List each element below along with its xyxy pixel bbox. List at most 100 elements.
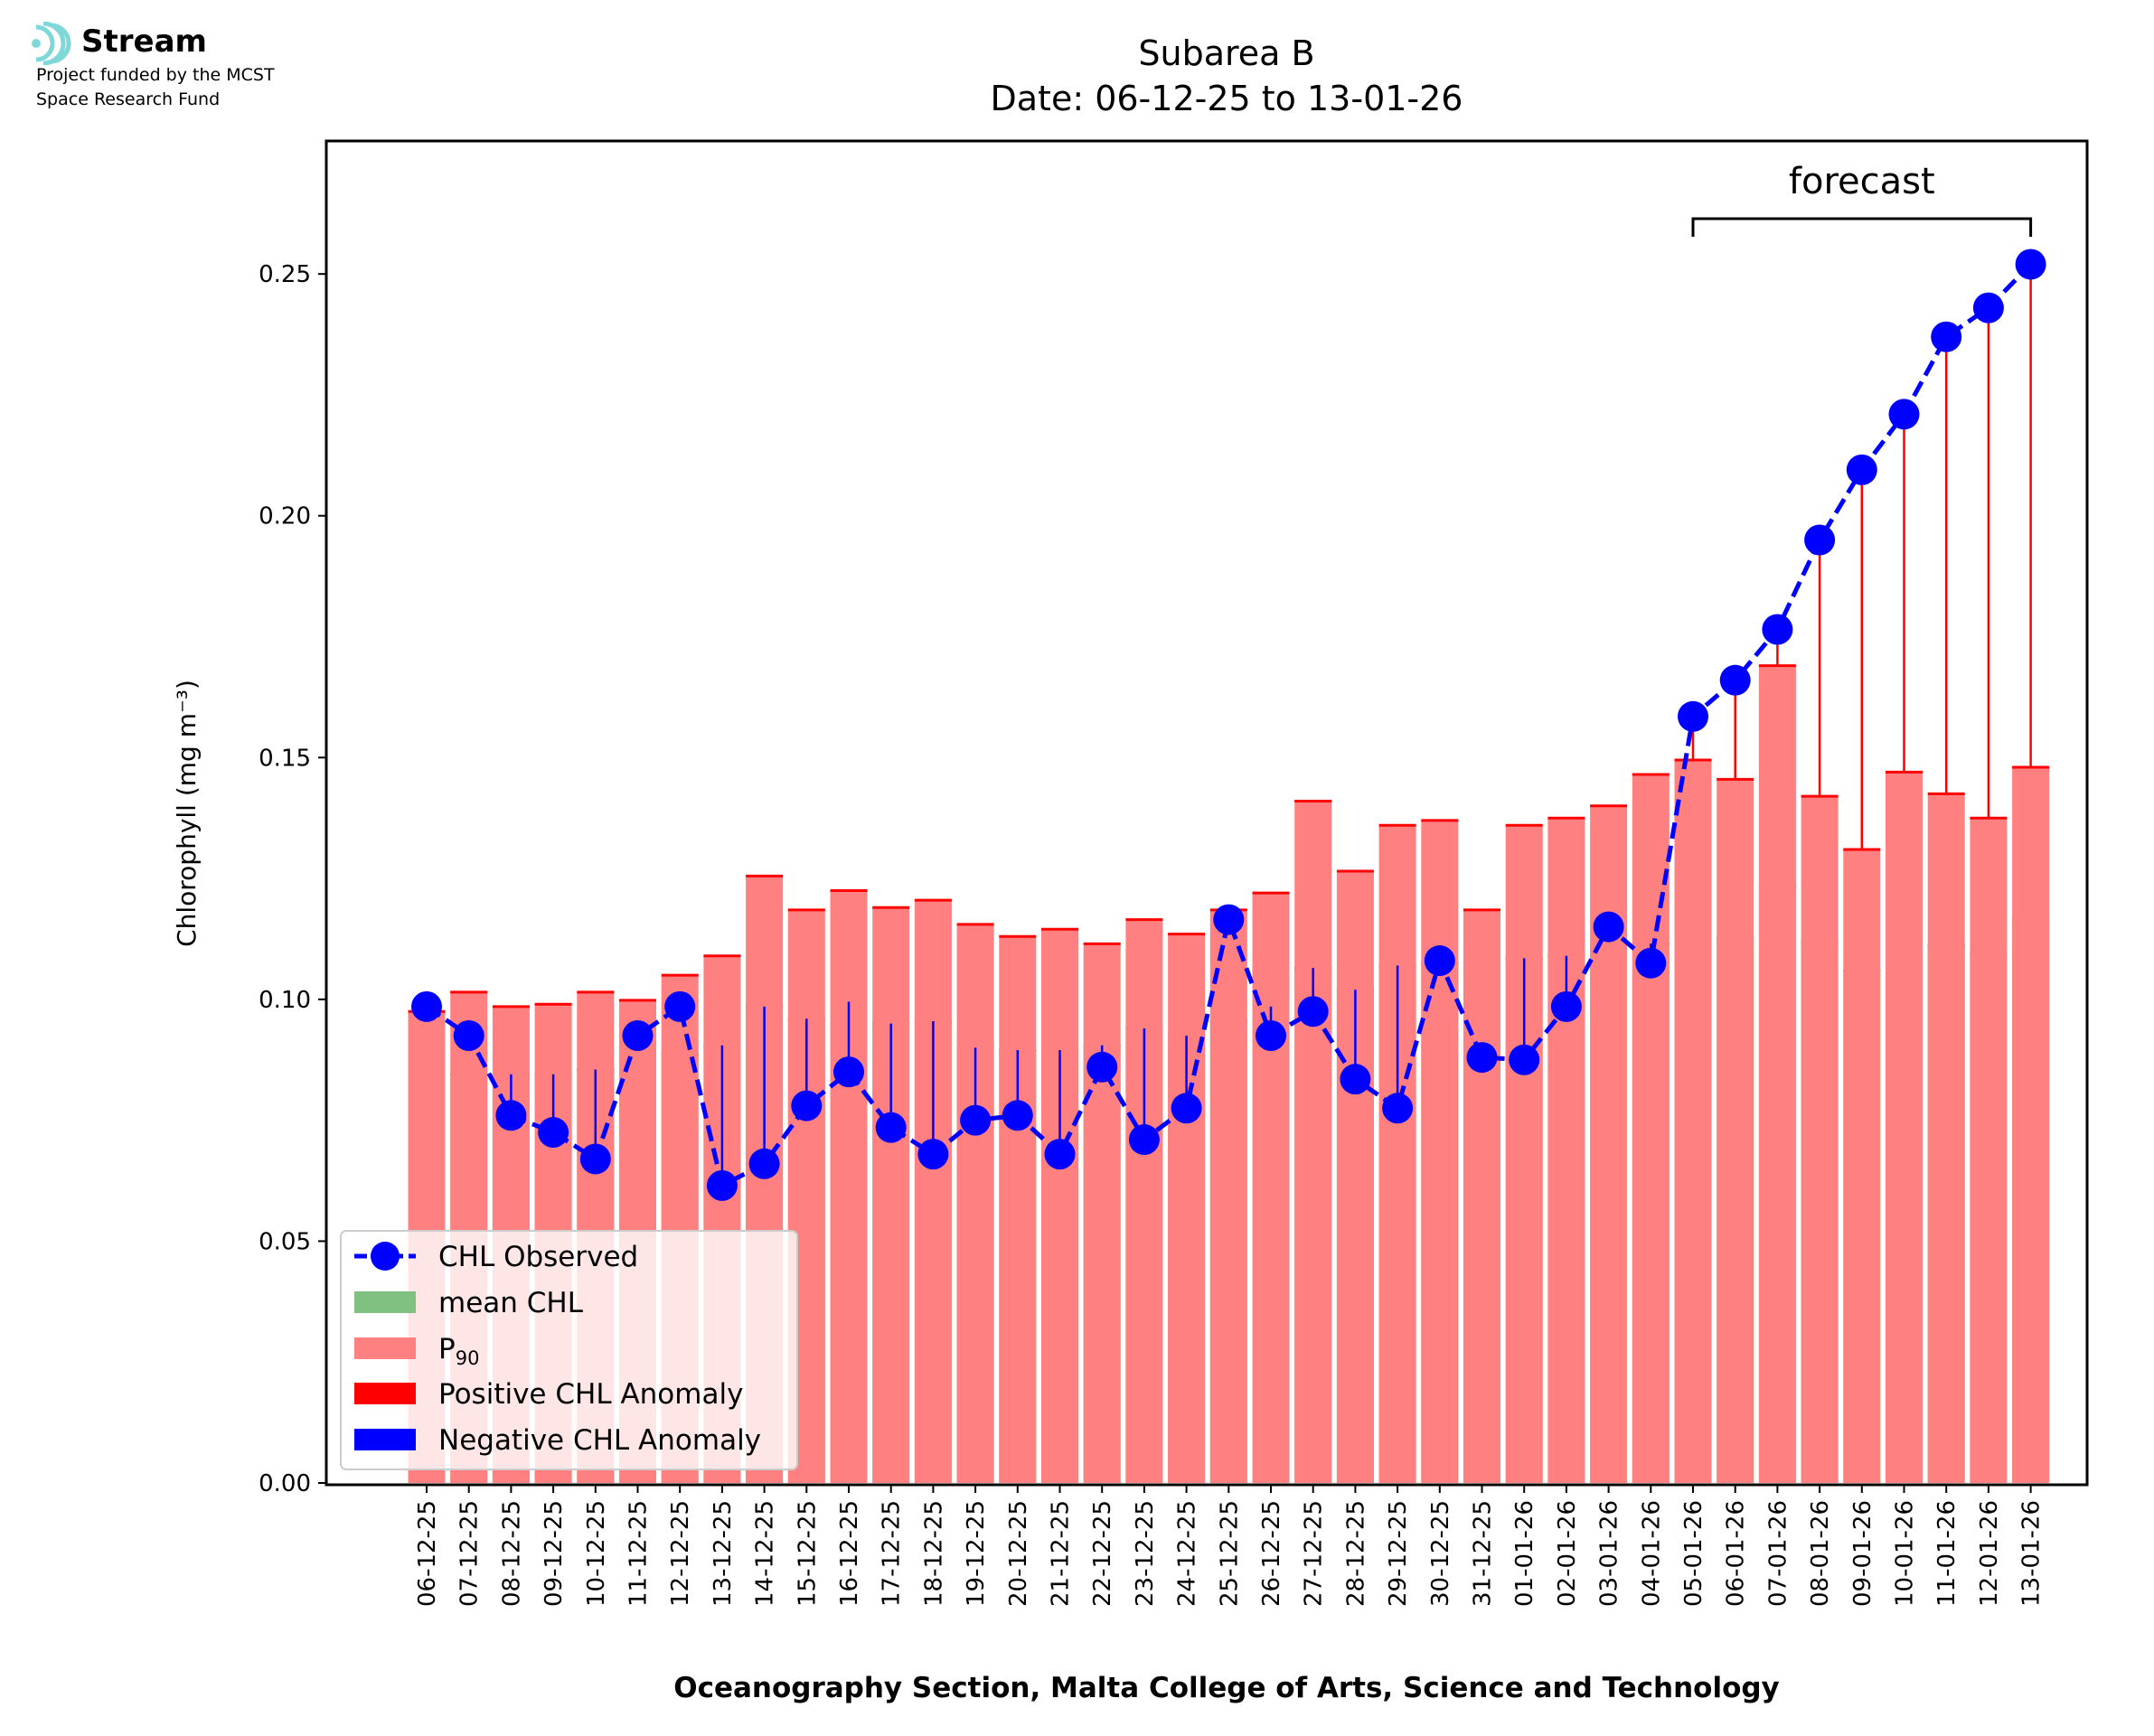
- x-tick-label: 27-12-25: [1301, 1500, 1328, 1607]
- signal-waves-icon: [32, 21, 71, 66]
- p90-bar: [1927, 793, 1965, 1483]
- legend-patch: [354, 1383, 416, 1404]
- x-tick-label: 20-12-25: [1005, 1500, 1032, 1607]
- x-tick-label: 07-12-25: [456, 1500, 484, 1607]
- p90-bar: [1125, 919, 1163, 1483]
- x-tick-label: 24-12-25: [1174, 1500, 1201, 1607]
- observed-point: [1297, 996, 1329, 1028]
- legend-label-subscript: 90: [456, 1347, 480, 1369]
- observed-point: [1002, 1100, 1033, 1131]
- observed-polyline: [425, 262, 2033, 1189]
- observed-point: [1635, 947, 1667, 979]
- funding-line-2: Space Research Fund: [36, 89, 221, 109]
- p90-bar: [1886, 772, 1923, 1483]
- p90-bar: [1505, 825, 1543, 1483]
- legend-patch: [354, 1337, 416, 1359]
- legend-label: mean CHL: [438, 1287, 584, 1319]
- x-tick-label: 06-01-26: [1723, 1500, 1750, 1607]
- x-tick-label: 17-12-25: [879, 1500, 906, 1607]
- p90-bar: [914, 900, 952, 1483]
- observed-point: [1888, 399, 1920, 430]
- x-tick-label: 10-12-25: [583, 1500, 610, 1607]
- x-tick-label: 08-01-26: [1807, 1500, 1834, 1607]
- p90-bar: [1209, 909, 1247, 1483]
- observed-point: [1424, 945, 1455, 977]
- observed-point: [1382, 1093, 1414, 1124]
- x-tick-label: 02-01-26: [1554, 1500, 1581, 1607]
- observed-point: [875, 1112, 907, 1143]
- p90-bar: [956, 924, 994, 1483]
- plot-frame: [325, 139, 2089, 1487]
- funding-line-1: Project funded by the MCST: [36, 65, 275, 85]
- x-tick-label: 25-12-25: [1216, 1500, 1243, 1607]
- observed-point: [1256, 1020, 1286, 1051]
- x-tick-label: 23-12-25: [1132, 1500, 1159, 1607]
- p90-bar: [1168, 934, 1206, 1483]
- observed-point: [1550, 990, 1582, 1022]
- x-tick-label: 21-12-25: [1048, 1500, 1075, 1607]
- x-tick-label: 31-12-25: [1470, 1500, 1497, 1607]
- x-tick-label: 04-01-26: [1638, 1500, 1665, 1607]
- p90-bar: [1801, 796, 1839, 1483]
- p90-bar: [830, 890, 868, 1483]
- observed-point: [622, 1020, 654, 1051]
- observed-point: [1931, 321, 1962, 352]
- x-tick-label: 13-01-26: [2018, 1500, 2046, 1607]
- observed-point: [1593, 911, 1624, 943]
- observed-point: [1719, 664, 1751, 696]
- p90-bar: [1843, 849, 1881, 1483]
- x-axis: 06-12-25 07-12-25 08-12-25 09-12-25 10-12-25…: [414, 1485, 2046, 1607]
- p90-bar: [1970, 818, 2008, 1483]
- p90-bar: [1041, 929, 1078, 1483]
- observed-point: [411, 990, 442, 1022]
- x-tick-label: 14-12-25: [752, 1500, 779, 1607]
- x-tick-label: 12-01-26: [1976, 1500, 2003, 1607]
- p90-bar: [1421, 820, 1459, 1483]
- x-tick-label: 09-12-25: [541, 1500, 568, 1607]
- observed-point: [1213, 904, 1245, 935]
- p90-bar: [2012, 767, 2050, 1483]
- observed-point: [538, 1117, 569, 1149]
- y-tick-label: 0.10: [259, 987, 311, 1014]
- x-tick-label: 12-12-25: [667, 1500, 694, 1607]
- observed-point: [1128, 1124, 1160, 1156]
- p90-bar: [1547, 818, 1585, 1483]
- x-tick-label: 18-12-25: [920, 1500, 947, 1607]
- x-tick-label: 05-01-26: [1680, 1500, 1707, 1607]
- observed-point: [1678, 700, 1708, 732]
- y-tick-label: 0.20: [259, 503, 311, 530]
- observed-point: [664, 990, 696, 1022]
- observed-point: [1972, 292, 2004, 324]
- y-axis: 0.00 0.05 0.10 0.15 0.20 0.25: [259, 261, 326, 1497]
- x-axis-label: Oceanography Section, Malta College of A…: [673, 1672, 1780, 1704]
- x-tick-label: 22-12-25: [1089, 1500, 1116, 1607]
- x-tick-label: 09-01-26: [1849, 1500, 1877, 1607]
- observed-point: [495, 1100, 527, 1131]
- x-tick-label: 08-12-25: [498, 1500, 525, 1607]
- p90-bar: [1083, 943, 1121, 1483]
- observed-point: [1804, 524, 1836, 556]
- x-tick-label: 19-12-25: [963, 1500, 990, 1607]
- p90-bar: [1674, 759, 1712, 1483]
- x-tick-label: 26-12-25: [1258, 1500, 1285, 1607]
- legend-label: CHL Observed: [438, 1241, 638, 1273]
- x-tick-label: 30-12-25: [1427, 1500, 1454, 1607]
- p90-bar: [1294, 801, 1332, 1483]
- y-tick-label: 0.15: [259, 745, 311, 772]
- stream-logo: Stream Project funded by the MCST Space …: [31, 21, 275, 109]
- observed-point: [960, 1104, 992, 1136]
- legend-label: Negative CHL Anomaly: [438, 1424, 761, 1457]
- observed-point: [1466, 1042, 1498, 1074]
- observed-point: [706, 1169, 738, 1201]
- p90-bar: [1758, 665, 1796, 1483]
- legend-patch: [354, 1291, 416, 1313]
- p90-bar: [1336, 871, 1374, 1483]
- p90-bar: [999, 936, 1037, 1483]
- x-tick-label: 15-12-25: [794, 1500, 821, 1607]
- x-tick-label: 13-12-25: [710, 1500, 737, 1607]
- p90-bar: [1378, 825, 1416, 1483]
- chart-title: Subarea B: [1138, 33, 1314, 73]
- observed-point: [791, 1090, 823, 1121]
